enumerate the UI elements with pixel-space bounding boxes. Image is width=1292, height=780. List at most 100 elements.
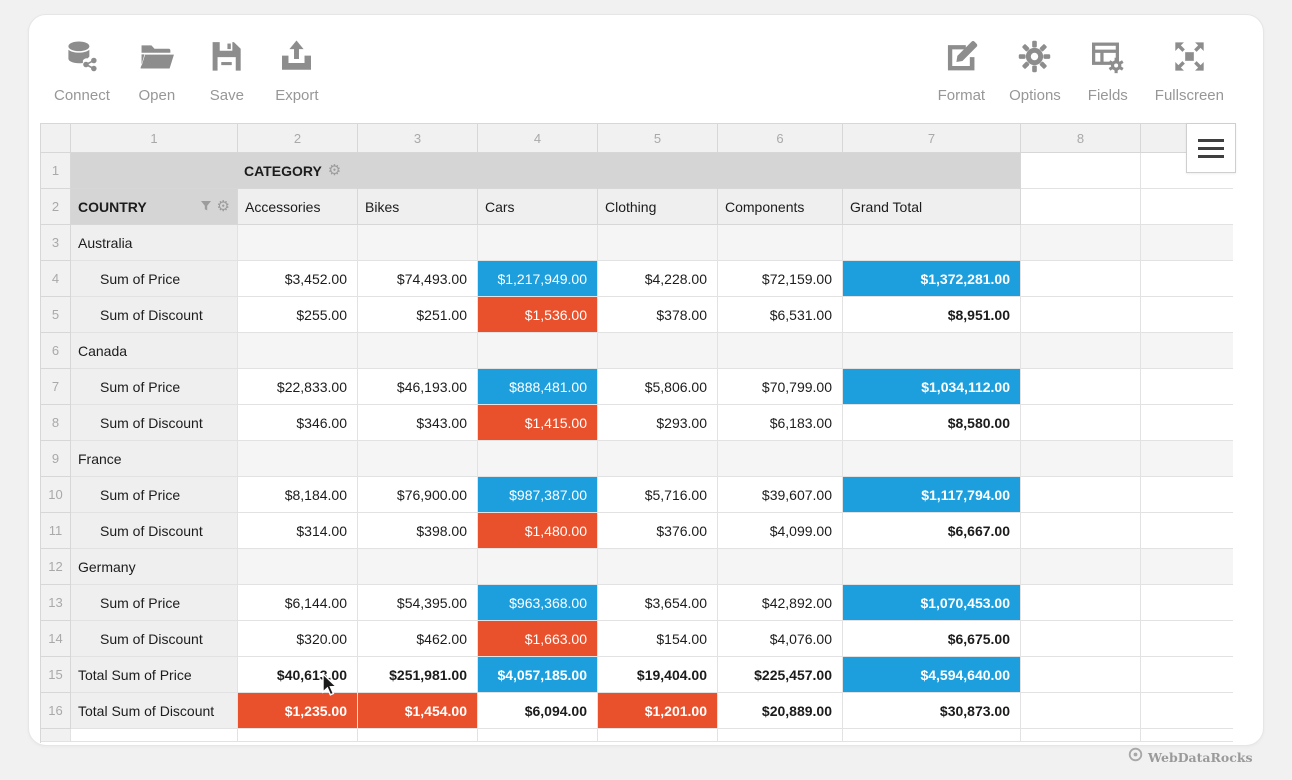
row-dimension-header-cell[interactable]: COUNTRY ⚙: [71, 189, 238, 225]
value-cell[interactable]: $46,193.00: [358, 369, 478, 405]
value-cell[interactable]: [478, 441, 598, 477]
value-cell[interactable]: $8,184.00: [238, 477, 358, 513]
value-cell[interactable]: $6,094.00: [478, 693, 598, 729]
export-button[interactable]: Export: [274, 38, 320, 104]
value-cell[interactable]: $154.00: [598, 621, 718, 657]
value-cell[interactable]: [358, 333, 478, 369]
value-cell[interactable]: $343.00: [358, 405, 478, 441]
column-member-header[interactable]: Accessories: [238, 189, 358, 225]
value-cell[interactable]: $1,536.00: [478, 297, 598, 333]
value-cell[interactable]: $4,594,640.00: [843, 657, 1021, 693]
value-cell[interactable]: [843, 441, 1021, 477]
value-cell[interactable]: [238, 441, 358, 477]
value-cell[interactable]: $6,183.00: [718, 405, 843, 441]
value-cell[interactable]: $5,716.00: [598, 477, 718, 513]
value-cell[interactable]: [478, 333, 598, 369]
value-cell[interactable]: $255.00: [238, 297, 358, 333]
value-cell[interactable]: $42,892.00: [718, 585, 843, 621]
country-gear-icon[interactable]: ⚙: [216, 198, 230, 215]
value-cell[interactable]: $1,201.00: [598, 693, 718, 729]
value-cell[interactable]: $20,889.00: [718, 693, 843, 729]
value-cell[interactable]: [843, 549, 1021, 585]
value-cell[interactable]: $888,481.00: [478, 369, 598, 405]
row-label-cell[interactable]: Sum of Discount: [71, 513, 238, 549]
value-cell[interactable]: $1,235.00: [238, 693, 358, 729]
column-member-header[interactable]: Bikes: [358, 189, 478, 225]
branding[interactable]: WebDataRocks: [1128, 747, 1253, 767]
value-cell[interactable]: $76,900.00: [358, 477, 478, 513]
row-label-cell[interactable]: Sum of Price: [71, 261, 238, 297]
value-cell[interactable]: [598, 225, 718, 261]
row-label-cell[interactable]: Sum of Price: [71, 585, 238, 621]
value-cell[interactable]: $54,395.00: [358, 585, 478, 621]
value-cell[interactable]: $3,654.00: [598, 585, 718, 621]
row-label-cell[interactable]: Sum of Price: [71, 477, 238, 513]
value-cell[interactable]: $320.00: [238, 621, 358, 657]
value-cell[interactable]: $6,675.00: [843, 621, 1021, 657]
value-cell[interactable]: [718, 225, 843, 261]
value-cell[interactable]: $1,070,453.00: [843, 585, 1021, 621]
value-cell[interactable]: $8,580.00: [843, 405, 1021, 441]
value-cell[interactable]: [843, 225, 1021, 261]
value-cell[interactable]: [358, 441, 478, 477]
fullscreen-button[interactable]: Fullscreen: [1155, 38, 1224, 104]
value-cell[interactable]: $39,607.00: [718, 477, 843, 513]
value-cell[interactable]: $398.00: [358, 513, 478, 549]
value-cell[interactable]: [358, 225, 478, 261]
row-label-cell[interactable]: Total Sum of Discount: [71, 693, 238, 729]
value-cell[interactable]: $251,981.00: [358, 657, 478, 693]
value-cell[interactable]: $376.00: [598, 513, 718, 549]
value-cell[interactable]: [718, 441, 843, 477]
value-cell[interactable]: $1,372,281.00: [843, 261, 1021, 297]
value-cell[interactable]: [238, 549, 358, 585]
value-cell[interactable]: [598, 333, 718, 369]
row-label-cell[interactable]: France: [71, 441, 238, 477]
category-gear-icon[interactable]: ⚙: [327, 162, 342, 179]
value-cell[interactable]: [358, 549, 478, 585]
value-cell[interactable]: $251.00: [358, 297, 478, 333]
value-cell[interactable]: $963,368.00: [478, 585, 598, 621]
value-cell[interactable]: $346.00: [238, 405, 358, 441]
value-cell[interactable]: $70,799.00: [718, 369, 843, 405]
value-cell[interactable]: [478, 549, 598, 585]
value-cell[interactable]: $30,873.00: [843, 693, 1021, 729]
value-cell[interactable]: $378.00: [598, 297, 718, 333]
value-cell[interactable]: $1,663.00: [478, 621, 598, 657]
value-cell[interactable]: $6,531.00: [718, 297, 843, 333]
value-cell[interactable]: [718, 549, 843, 585]
value-cell[interactable]: $225,457.00: [718, 657, 843, 693]
value-cell[interactable]: $74,493.00: [358, 261, 478, 297]
column-member-header[interactable]: Grand Total: [843, 189, 1021, 225]
category-header-cell[interactable]: CATEGORY ⚙: [71, 153, 1021, 189]
value-cell[interactable]: [478, 225, 598, 261]
fields-button[interactable]: Fields: [1085, 38, 1131, 104]
options-button[interactable]: Options: [1009, 38, 1061, 104]
value-cell[interactable]: [598, 549, 718, 585]
column-member-header[interactable]: Clothing: [598, 189, 718, 225]
value-cell[interactable]: $987,387.00: [478, 477, 598, 513]
value-cell[interactable]: $4,099.00: [718, 513, 843, 549]
value-cell[interactable]: [843, 333, 1021, 369]
format-button[interactable]: Format: [938, 38, 985, 104]
value-cell[interactable]: [598, 441, 718, 477]
value-cell[interactable]: $3,452.00: [238, 261, 358, 297]
value-cell[interactable]: $72,159.00: [718, 261, 843, 297]
value-cell[interactable]: $22,833.00: [238, 369, 358, 405]
row-label-cell[interactable]: Australia: [71, 225, 238, 261]
row-label-cell[interactable]: Sum of Discount: [71, 405, 238, 441]
value-cell[interactable]: $314.00: [238, 513, 358, 549]
value-cell[interactable]: $6,144.00: [238, 585, 358, 621]
value-cell[interactable]: $293.00: [598, 405, 718, 441]
connect-button[interactable]: Connect: [54, 38, 110, 104]
value-cell[interactable]: $1,117,794.00: [843, 477, 1021, 513]
save-button[interactable]: Save: [204, 38, 250, 104]
value-cell[interactable]: $4,057,185.00: [478, 657, 598, 693]
row-label-cell[interactable]: Sum of Price: [71, 369, 238, 405]
row-label-cell[interactable]: Sum of Discount: [71, 621, 238, 657]
row-label-cell[interactable]: Total Sum of Price: [71, 657, 238, 693]
value-cell[interactable]: [718, 333, 843, 369]
value-cell[interactable]: $6,667.00: [843, 513, 1021, 549]
value-cell[interactable]: [238, 225, 358, 261]
value-cell[interactable]: [238, 333, 358, 369]
row-label-cell[interactable]: Sum of Discount: [71, 297, 238, 333]
